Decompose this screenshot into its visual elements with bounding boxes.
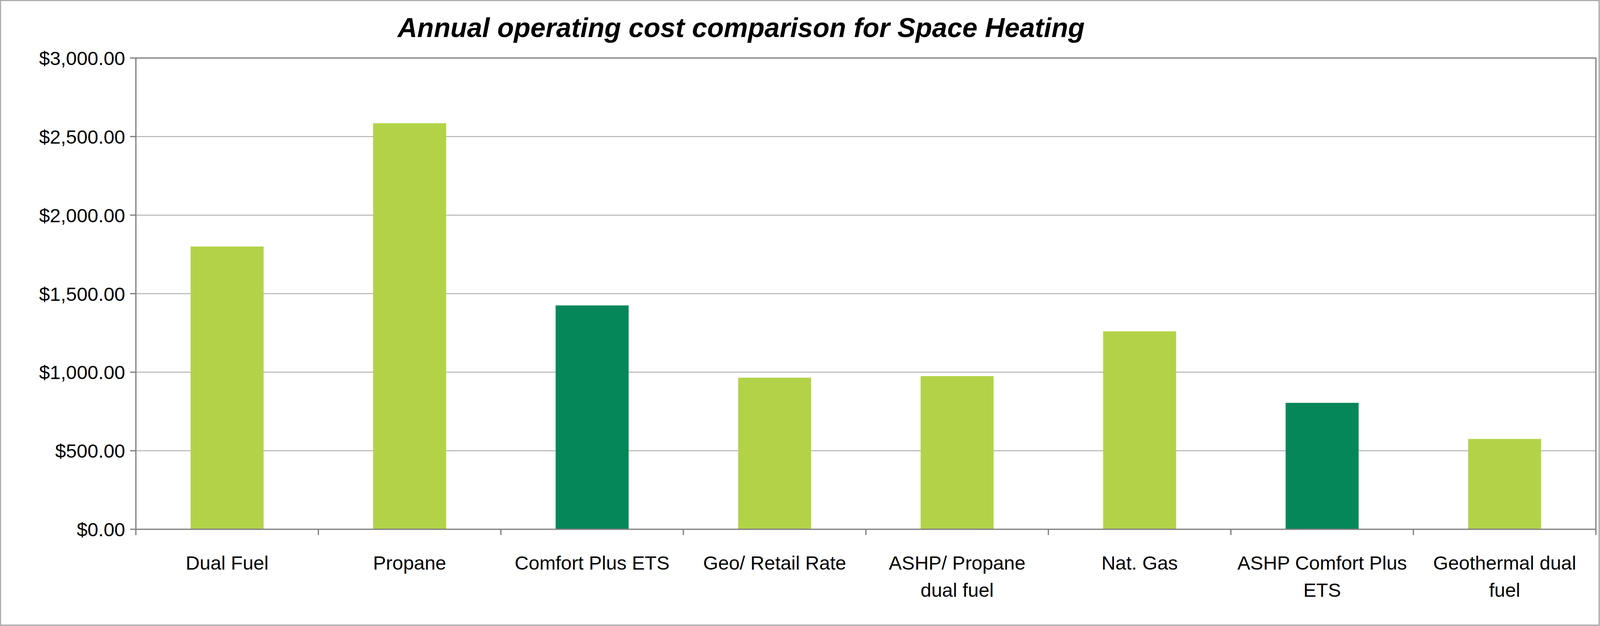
grid bbox=[135, 58, 1596, 530]
x-tick-label-line: ETS bbox=[1303, 579, 1341, 602]
y-tick bbox=[130, 529, 136, 531]
x-tick bbox=[1230, 529, 1232, 536]
title: Annual operating cost comparison for Spa… bbox=[396, 12, 1085, 43]
bar bbox=[555, 305, 629, 530]
bar bbox=[1468, 439, 1542, 530]
bar bbox=[738, 377, 812, 530]
x-tick-label-line: Comfort Plus ETS bbox=[514, 552, 670, 574]
y-tick-label: $3,000.00 bbox=[39, 47, 126, 70]
x-tick bbox=[1595, 529, 1597, 536]
bar bbox=[1103, 331, 1176, 530]
bar bbox=[920, 376, 994, 530]
y-tick-label: $1,000.00 bbox=[39, 361, 126, 384]
x-tick-label: Geo/ Retail Rate bbox=[703, 552, 847, 574]
x-tick-label: Propane bbox=[373, 552, 447, 574]
x-tick-label-line: Propane bbox=[373, 552, 447, 574]
x-tick bbox=[1047, 529, 1050, 536]
grid-line bbox=[135, 293, 1596, 295]
x-tick-label-line: fuel bbox=[1488, 579, 1521, 602]
grid-line bbox=[135, 371, 1596, 373]
page: {"chart_data": {"type": "bar", "title": … bbox=[0, 0, 1600, 626]
y-tick-label: $0.00 bbox=[76, 518, 126, 541]
bar bbox=[1285, 403, 1359, 530]
grid-line bbox=[135, 136, 1596, 138]
x-tick-label-line: ASHP Comfort Plus bbox=[1237, 552, 1407, 574]
y-axis: $0.00 $500.00 $1,000.00 $1,500.00 $2,000.00 $… bbox=[39, 47, 136, 541]
bar bbox=[190, 246, 264, 530]
x-tick-label: Dual Fuel bbox=[185, 552, 269, 574]
y-tick bbox=[130, 135, 136, 138]
bar bbox=[373, 123, 446, 530]
x-tick-label-line: ASHP/ Propane bbox=[888, 552, 1026, 574]
x-tick bbox=[682, 529, 684, 536]
x-tick-label: Nat. Gas bbox=[1101, 552, 1178, 574]
y-tick-label: $2,500.00 bbox=[39, 125, 126, 148]
y-tick-label: $500.00 bbox=[55, 440, 126, 462]
x-tick bbox=[135, 529, 137, 536]
y-tick bbox=[130, 450, 136, 452]
y-tick-label: $2,000.00 bbox=[39, 204, 126, 227]
x-tick bbox=[865, 529, 867, 536]
bars bbox=[190, 123, 1542, 530]
x-tick-label: Geothermal dual fuel bbox=[1433, 552, 1577, 602]
x-tick-label-line: dual fuel bbox=[920, 579, 994, 602]
y-tick bbox=[130, 214, 136, 216]
y-tick bbox=[130, 293, 136, 295]
x-tick bbox=[317, 529, 320, 536]
x-tick-label-line: Geothermal dual bbox=[1433, 552, 1577, 574]
x-tick bbox=[500, 529, 502, 536]
plot-frame bbox=[135, 58, 1596, 530]
x-tick-label: ASHP/ Propane dual fuel bbox=[888, 552, 1026, 602]
grid-line bbox=[135, 450, 1596, 452]
y-tick-label: $1,500.00 bbox=[39, 283, 126, 306]
x-tick-label: ASHP Comfort Plus ETS bbox=[1237, 552, 1407, 602]
y-tick bbox=[130, 371, 136, 374]
x-tick-label-line: Dual Fuel bbox=[185, 552, 269, 574]
x-tick bbox=[1412, 529, 1414, 536]
y-tick bbox=[130, 57, 136, 59]
chart: Annual operating cost comparison for Spa… bbox=[0, 0, 1600, 626]
x-axis: Dual Fuel Propane Comfort Plus ETS Geo/ Ret… bbox=[135, 529, 1596, 602]
x-tick-label-line: Geo/ Retail Rate bbox=[703, 552, 847, 574]
grid-line bbox=[135, 214, 1596, 216]
x-tick-label-line: Nat. Gas bbox=[1101, 552, 1178, 574]
chart-frame bbox=[0, 0, 1600, 626]
x-tick-label: Comfort Plus ETS bbox=[514, 552, 670, 574]
